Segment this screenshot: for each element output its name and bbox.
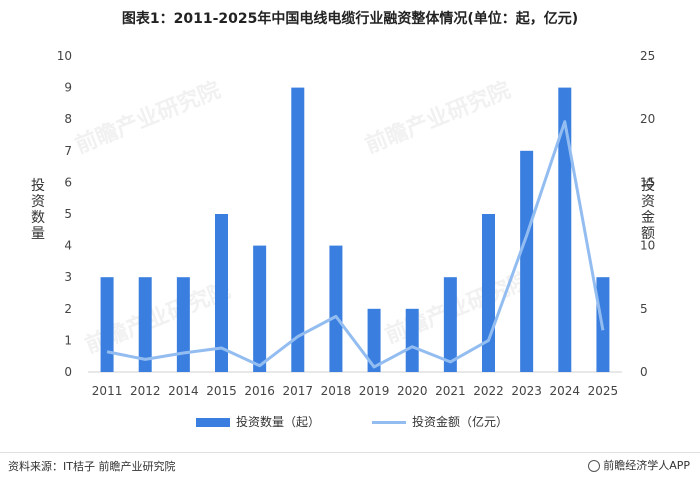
- x-tick-label: 2012: [130, 384, 161, 398]
- legend-swatch-line: [372, 421, 406, 424]
- brand-logo-icon: [588, 460, 601, 472]
- x-tick-label: 2023: [511, 384, 542, 398]
- x-tick-label: 2020: [397, 384, 428, 398]
- legend: 投资数量（起） 投资金额（亿元）: [0, 413, 700, 433]
- x-tick-label: 2024: [550, 384, 581, 398]
- x-tick-label: 2018: [321, 384, 352, 398]
- y-tick-label-left: 10: [57, 49, 72, 63]
- y-tick-label-right: 5: [640, 302, 648, 316]
- bar: [176, 277, 190, 372]
- x-tick-label: 2014: [168, 384, 199, 398]
- bar: [215, 214, 228, 372]
- series-line: [106, 120, 605, 369]
- y-tick-label-left: 1: [64, 333, 72, 347]
- x-tick-label: 2021: [435, 384, 466, 398]
- bar: [520, 150, 534, 372]
- x-tick-label: 2017: [283, 384, 314, 398]
- bar: [138, 277, 152, 372]
- x-tick-label: 2015: [206, 384, 237, 398]
- footer-divider: [0, 452, 700, 453]
- bar: [329, 245, 343, 372]
- y-tick-label-right: 0: [640, 365, 648, 379]
- bar: [291, 87, 305, 372]
- y-tick-label-left: 2: [64, 302, 72, 316]
- brand-text: 前瞻经济学人APP: [603, 459, 690, 472]
- y-tick-label-left: 0: [64, 365, 72, 379]
- x-tick-label: 2022: [473, 384, 504, 398]
- y-tick-label-left: 8: [64, 112, 72, 126]
- bar: [367, 308, 381, 372]
- legend-label-bar: 投资数量（起）: [236, 415, 321, 429]
- y-tick-label-left: 6: [64, 175, 72, 189]
- legend-item-bar: 投资数量（起）: [196, 413, 320, 430]
- y-tick-label-right: 15: [640, 175, 655, 189]
- x-tick-label: 2025: [588, 384, 619, 398]
- x-tick-label: 2016: [244, 384, 275, 398]
- y-tick-label-left: 4: [64, 239, 72, 253]
- bar: [482, 214, 495, 372]
- brand-label: 前瞻经济学人APP: [588, 457, 690, 473]
- bar: [405, 308, 419, 372]
- x-tick-label: 2011: [92, 384, 123, 398]
- bar: [253, 245, 267, 372]
- bar: [100, 277, 114, 372]
- legend-item-line: 投资金额（亿元）: [372, 413, 508, 430]
- legend-swatch-bar: [196, 418, 230, 427]
- source-note: 资料来源：IT桔子 前瞻产业研究院: [8, 460, 176, 473]
- y-tick-label-left: 9: [64, 81, 72, 95]
- y-tick-label-left: 7: [64, 144, 72, 158]
- bar: [443, 277, 457, 372]
- y-tick-label-left: 5: [64, 207, 72, 221]
- y-tick-label-left: 3: [64, 270, 72, 284]
- legend-label-line: 投资金额（亿元）: [412, 415, 509, 429]
- y-axis-label-right: 投资金额: [641, 178, 655, 242]
- chart-title: 图表1：2011-2025年中国电线电缆行业融资整体情况(单位：起，亿元): [121, 11, 579, 27]
- x-tick-label: 2019: [359, 384, 390, 398]
- y-tick-label-right: 10: [640, 239, 655, 253]
- y-axis-label-left: 投资数量: [31, 178, 45, 242]
- y-tick-label-right: 25: [640, 49, 655, 63]
- y-tick-label-right: 20: [640, 112, 655, 126]
- bar: [558, 87, 572, 372]
